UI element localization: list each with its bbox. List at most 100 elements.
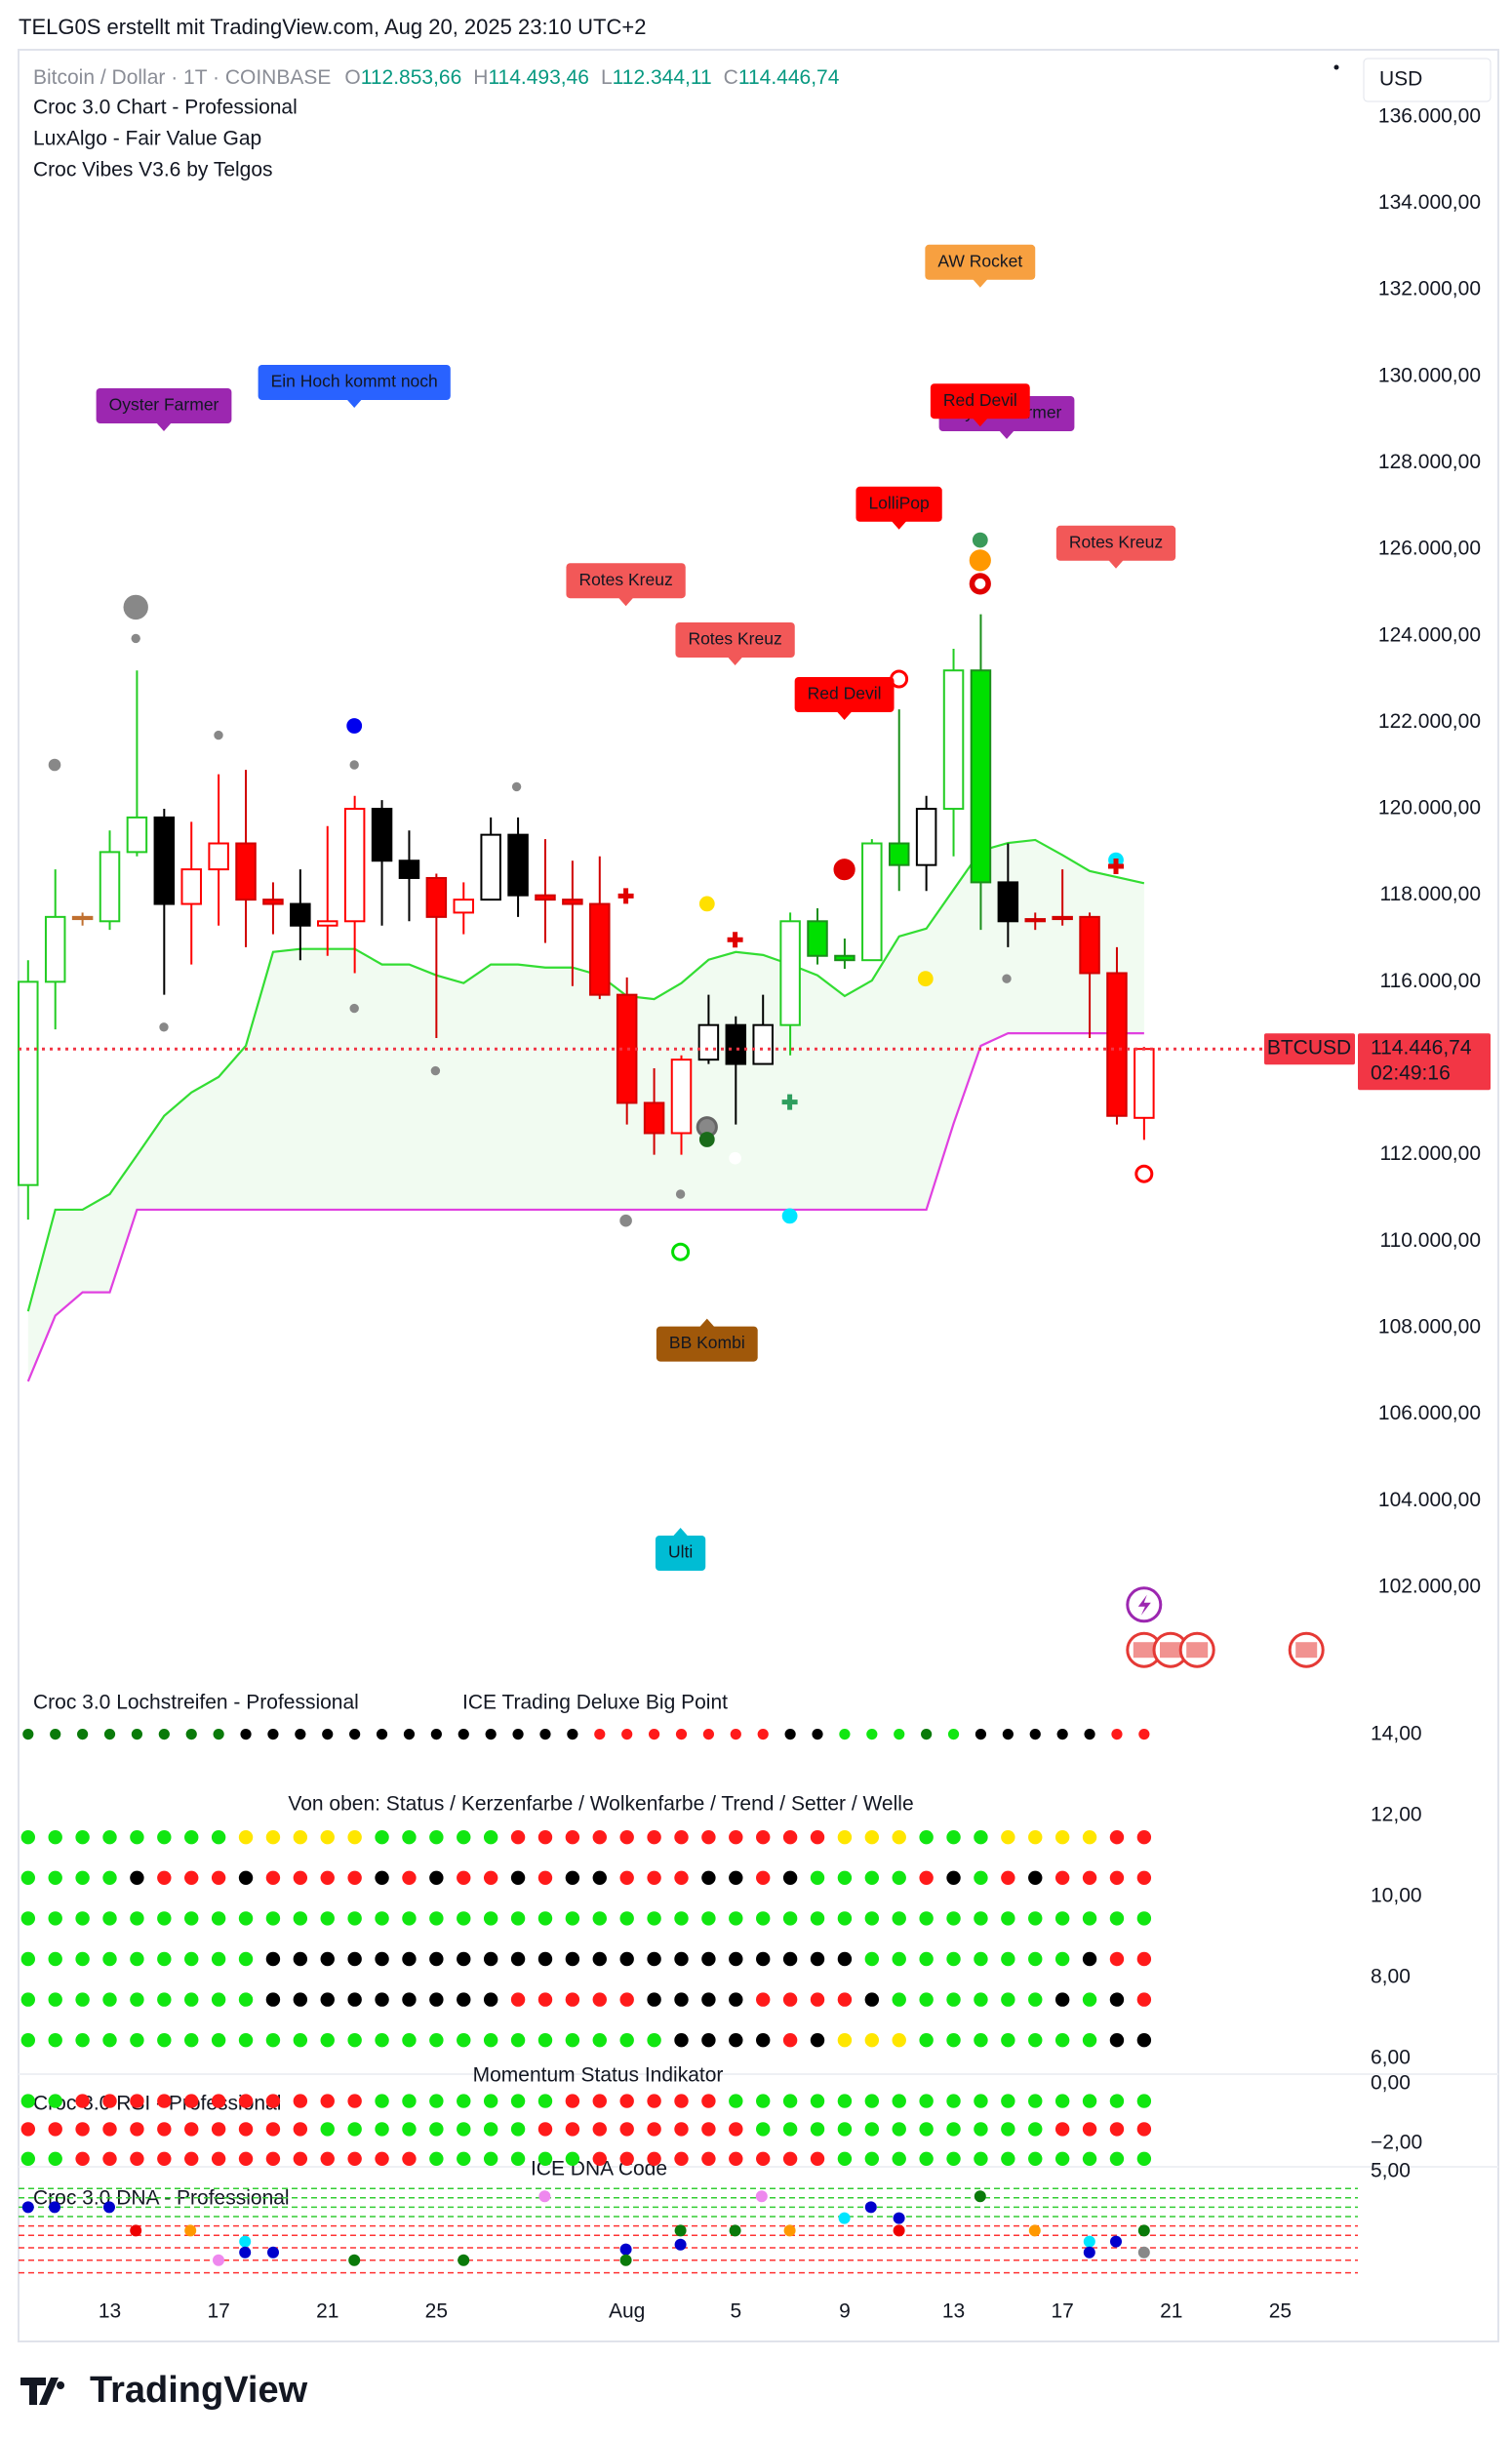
state-dot xyxy=(782,2094,798,2108)
state-dot xyxy=(864,2033,880,2048)
state-dot xyxy=(1054,1830,1070,1845)
currency[interactable]: USD xyxy=(1379,68,1422,91)
state-dot xyxy=(512,1729,524,1740)
state-dot xyxy=(510,1951,526,1967)
candle-body xyxy=(262,899,284,905)
state-dot xyxy=(1082,2094,1097,2108)
candle-body xyxy=(316,920,338,927)
pane-tick-label: 12,00 xyxy=(1371,1804,1422,1826)
state-dot xyxy=(892,1830,906,1845)
annotation-pointer xyxy=(617,597,634,607)
signal-dot xyxy=(781,1208,798,1224)
state-dot xyxy=(1136,2122,1152,2137)
state-dot xyxy=(130,1830,144,1845)
candle-body xyxy=(153,816,176,905)
candle-body xyxy=(18,980,39,1186)
state-dot xyxy=(810,1830,825,1845)
state-dot xyxy=(457,1830,471,1845)
state-dot xyxy=(429,1870,444,1886)
state-dot xyxy=(1136,1830,1152,1845)
state-dot xyxy=(592,2151,607,2166)
state-dot xyxy=(483,1911,498,1926)
logo-mark xyxy=(20,2378,65,2405)
state-dot xyxy=(837,1911,853,1926)
state-dot xyxy=(729,2122,743,2137)
state-dot xyxy=(238,1911,254,1926)
state-dot xyxy=(702,1729,715,1740)
state-dot xyxy=(1028,2151,1043,2166)
state-dot xyxy=(729,1992,743,2007)
state-dot xyxy=(810,1911,825,1926)
state-dot xyxy=(864,2151,880,2166)
ohlc-prefix: L xyxy=(601,66,613,89)
dna-dot xyxy=(130,2224,142,2237)
state-dot xyxy=(211,1992,226,2007)
state-dot xyxy=(48,1870,62,1886)
state-dot xyxy=(621,1729,633,1740)
state-dot xyxy=(919,2122,934,2137)
dna-dot xyxy=(619,2254,632,2266)
state-dot xyxy=(1001,2094,1015,2108)
state-dot xyxy=(892,2122,906,2137)
state-dot xyxy=(784,1729,796,1740)
state-dot xyxy=(565,1830,580,1845)
state-dot xyxy=(974,2151,988,2166)
candle-body xyxy=(1079,915,1100,975)
state-dot xyxy=(265,2033,281,2048)
state-dot xyxy=(347,2151,362,2166)
chart-frame xyxy=(18,49,1499,2342)
state-dot xyxy=(537,1951,553,1967)
state-dot xyxy=(102,1870,117,1886)
state-dot xyxy=(647,2122,661,2137)
state-dot xyxy=(565,1870,580,1886)
currency-button[interactable] xyxy=(1363,58,1492,102)
state-dot xyxy=(429,2094,444,2108)
state-dot xyxy=(810,2122,825,2137)
signal-dot xyxy=(123,594,148,620)
candle-body xyxy=(507,833,529,897)
signal-dot xyxy=(969,549,991,572)
state-dot xyxy=(211,1911,226,1926)
state-dot xyxy=(320,1992,335,2007)
state-dot xyxy=(537,2122,553,2137)
state-dot xyxy=(701,1951,716,1967)
state-dot xyxy=(1082,1951,1097,1967)
dna-dot xyxy=(783,2224,796,2237)
state-dot xyxy=(130,2033,144,2048)
state-dot xyxy=(892,1951,906,1967)
state-dot xyxy=(1109,2151,1125,2166)
state-dot xyxy=(1138,1729,1150,1740)
dna-dot xyxy=(729,2224,741,2237)
state-dot xyxy=(320,2094,335,2108)
state-dot xyxy=(974,2122,988,2137)
state-dot xyxy=(674,2094,689,2108)
state-dot xyxy=(429,2033,444,2048)
state-dot xyxy=(782,2033,798,2048)
state-dot xyxy=(157,2151,172,2166)
state-dot xyxy=(102,1951,117,1967)
state-dot xyxy=(347,1911,362,1926)
state-dot xyxy=(211,2094,226,2108)
signal-cross xyxy=(727,932,743,948)
state-dot xyxy=(510,2094,526,2108)
state-dot xyxy=(102,2094,117,2108)
dna-dot xyxy=(893,2224,905,2237)
state-dot xyxy=(238,1951,254,1967)
state-dot xyxy=(701,1870,716,1886)
symbol-tag-text: BTCUSD xyxy=(1267,1037,1351,1060)
state-dot xyxy=(429,1911,444,1926)
state-dot xyxy=(674,2122,689,2137)
state-dot xyxy=(211,2033,226,2048)
x-tick-label: 25 xyxy=(1269,2300,1292,2323)
state-dot xyxy=(837,1992,853,2007)
state-dot xyxy=(238,2151,254,2166)
signal-dot xyxy=(833,859,855,881)
state-dot xyxy=(265,1951,281,1967)
annotation-pointer xyxy=(1108,559,1124,569)
state-dot xyxy=(184,2122,199,2137)
annotation-text: AW Rocket xyxy=(937,251,1022,270)
annotation-text: Rotes Kreuz xyxy=(688,629,781,649)
y-tick-label: 108.000,00 xyxy=(1378,1316,1481,1339)
state-dot xyxy=(919,1951,934,1967)
state-dot xyxy=(20,1870,35,1886)
